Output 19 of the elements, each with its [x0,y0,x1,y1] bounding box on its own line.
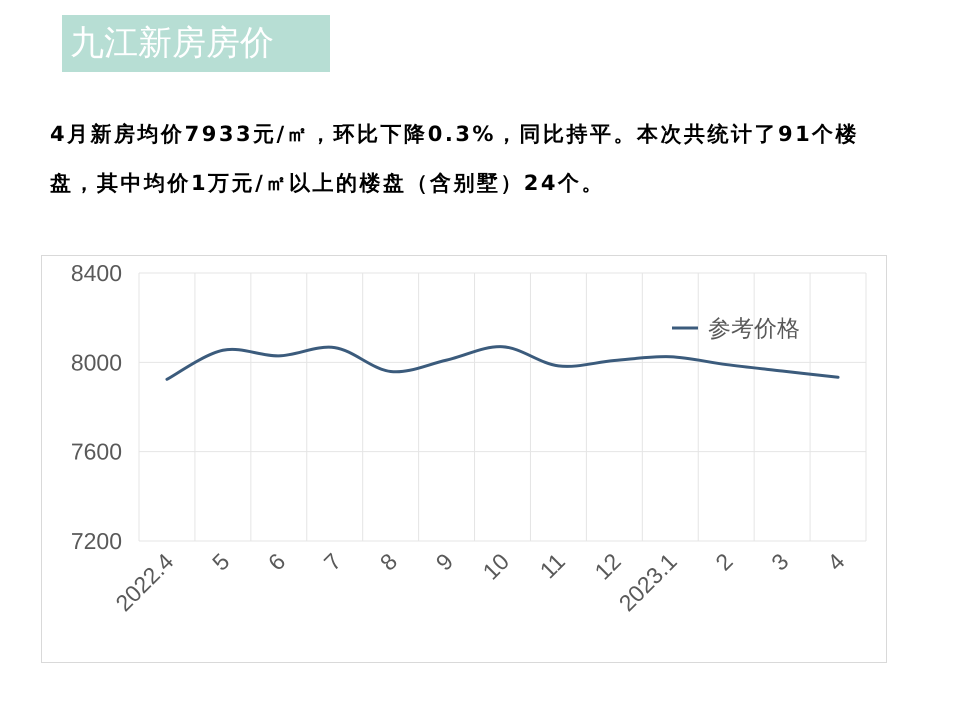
x-tick-label: 3 [766,548,794,576]
x-tick-label: 11 [534,548,570,584]
x-tick-label: 6 [262,548,290,576]
x-tick-label: 7 [318,548,346,576]
y-tick-label: 7600 [70,438,122,465]
x-tick-label: 10 [478,548,514,585]
x-tick-label: 2 [710,548,738,576]
x-tick-label: 4 [822,548,850,576]
x-tick-label: 9 [430,548,458,576]
x-tick-label: 8 [374,548,402,576]
y-tick-label: 7200 [70,528,122,554]
chart-title: 九江新房房价 [62,15,330,72]
chart-subtitle: 4月新房均价7933元/㎡，环比下降0.3%，同比持平。本次共统计了91个楼盘，其中均价1万元/㎡以上的楼盘（含别墅）24个。 [50,121,860,197]
line-series [165,345,840,381]
y-tick-label: 8000 [70,349,122,376]
x-tick-label: 5 [206,548,234,576]
y-tick-label: 8400 [70,260,122,286]
x-tick-label: 12 [589,548,626,585]
legend-label: 参考价格 [708,316,800,342]
